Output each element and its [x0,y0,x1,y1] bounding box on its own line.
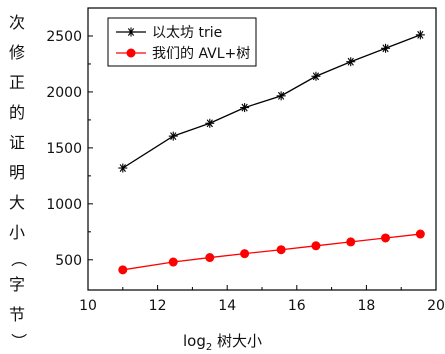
data-point [381,43,391,53]
x-axis-label-rest: 树大小 [212,332,263,350]
y-tick-label: 1000 [46,197,82,213]
data-point [311,71,321,81]
legend-label: 我们的 AVL+树 [152,46,250,62]
data-point [168,257,178,267]
data-point [126,48,136,58]
data-point [346,57,356,67]
y-axis-label-char: 小 [8,223,25,242]
data-point [311,241,321,251]
x-tick-label: 14 [218,298,236,314]
data-point [118,265,128,275]
y-axis-label-char: 正 [8,73,25,92]
data-point [415,229,425,239]
y-tick-label: 500 [55,253,82,269]
x-tick-label: 12 [149,298,167,314]
y-axis-label-char: 节 [8,305,25,324]
data-point [168,131,178,141]
y-tick-label: 2000 [46,85,82,101]
x-tick-label: 10 [79,298,97,314]
data-point [205,253,215,263]
data-point [346,237,356,247]
data-point [240,103,250,113]
y-axis-label-char: 明 [8,163,25,182]
x-tick-label: 20 [427,298,445,314]
data-point [205,118,215,128]
y-axis-label-char: 的 [8,103,25,122]
y-axis-label-char: 次 [8,13,25,32]
data-point [381,233,391,243]
data-point [126,27,136,37]
x-axis-label: log2 树大小 [0,330,445,353]
data-point [118,163,128,173]
data-point [415,30,425,40]
y-axis-label: 次修正的证明大小（字节） [6,8,28,352]
y-tick-label: 2500 [46,29,82,45]
x-axis-label-subscript: 2 [205,342,213,353]
x-tick-label: 18 [357,298,375,314]
y-tick-label: 1500 [46,141,82,157]
y-axis-label-char: 大 [8,193,25,212]
y-axis-label-char: 修 [8,43,25,62]
x-tick-label: 16 [288,298,306,314]
y-axis-label-char: （ [8,250,28,268]
data-point [240,249,250,259]
legend-label: 以太坊 trie [152,25,222,41]
data-point [276,245,286,255]
legend-box [107,17,257,67]
y-axis-label-char: 字 [8,275,25,294]
series-line-1 [122,233,421,271]
data-point [276,91,286,101]
x-axis-label-base: log [182,332,206,350]
y-axis-label-char: 证 [8,133,25,152]
